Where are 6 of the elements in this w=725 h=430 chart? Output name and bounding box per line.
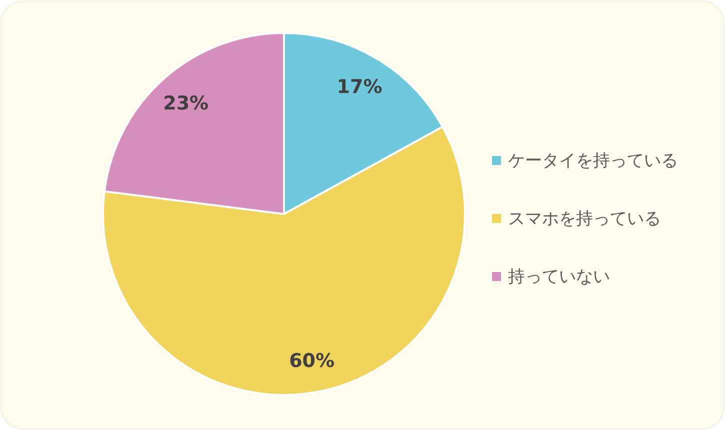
legend-label: ケータイを持っている [508,151,678,171]
data-label: 60% [289,350,335,372]
legend-label: 持っていない [508,267,610,287]
data-label: 23% [163,92,209,115]
legend-label: スマホを持っている [508,209,661,229]
data-label: 17% [336,76,382,98]
